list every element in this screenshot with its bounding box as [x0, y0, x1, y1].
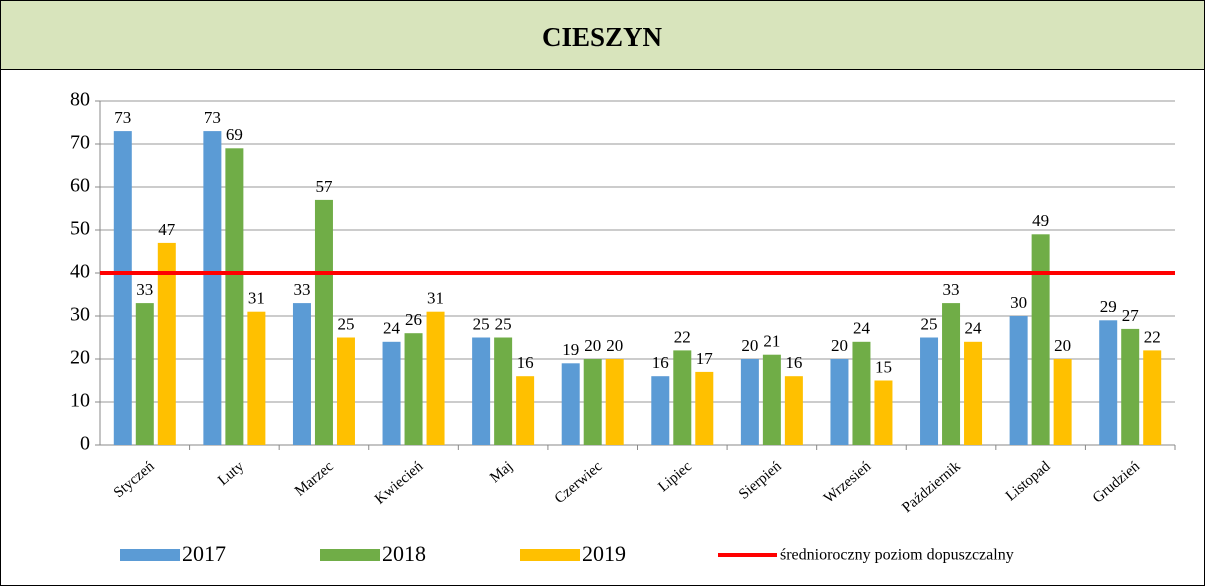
legend-label: średnioroczny poziom dopuszczalny — [780, 547, 1014, 564]
data-label: 31 — [248, 289, 265, 308]
legend-label: 2018 — [382, 541, 426, 566]
bar — [561, 363, 580, 445]
data-label: 20 — [1054, 336, 1071, 355]
data-label: 29 — [1100, 297, 1117, 316]
bar — [1053, 359, 1072, 445]
data-label: 25 — [473, 314, 490, 333]
bar — [1143, 350, 1162, 445]
bar — [830, 359, 849, 445]
bar — [874, 380, 893, 445]
legend-swatch — [120, 549, 180, 561]
bar — [157, 242, 176, 445]
y-tick-label: 50 — [70, 218, 90, 240]
bar — [695, 371, 714, 445]
bar — [203, 131, 222, 445]
legend-label: 2017 — [182, 541, 226, 566]
data-label: 20 — [741, 336, 758, 355]
bar — [292, 303, 311, 445]
data-label: 73 — [114, 108, 131, 127]
data-label: 15 — [875, 357, 892, 376]
bar — [1099, 320, 1118, 445]
data-label: 16 — [785, 353, 802, 372]
bar — [1009, 316, 1028, 445]
bar — [247, 311, 266, 445]
data-label: 20 — [606, 336, 623, 355]
bar — [583, 359, 602, 445]
data-label: 20 — [831, 336, 848, 355]
bar — [852, 341, 871, 445]
y-tick-label: 0 — [80, 433, 90, 455]
bar — [1031, 234, 1050, 445]
data-label: 21 — [763, 332, 780, 351]
bar — [404, 333, 423, 445]
y-tick-label: 40 — [70, 261, 90, 283]
data-label: 25 — [495, 314, 512, 333]
legend-swatch — [320, 549, 380, 561]
bar — [336, 337, 355, 445]
bar — [135, 303, 154, 445]
bar — [113, 131, 132, 445]
bar — [784, 376, 803, 445]
data-label: 49 — [1032, 211, 1049, 230]
y-tick-label: 70 — [70, 132, 90, 154]
data-label: 19 — [562, 340, 579, 359]
data-label: 33 — [136, 280, 153, 299]
bar — [494, 337, 513, 445]
bar — [314, 199, 333, 445]
data-label: 31 — [427, 289, 444, 308]
bar — [673, 350, 692, 445]
bar — [942, 303, 961, 445]
data-label: 30 — [1010, 293, 1027, 312]
bar — [225, 148, 244, 446]
bar — [472, 337, 491, 445]
bar — [740, 359, 759, 445]
data-label: 24 — [383, 319, 401, 338]
bar — [964, 341, 983, 445]
chart-title: CIESZYN — [542, 22, 663, 52]
data-label: 57 — [315, 177, 333, 196]
data-label: 33 — [293, 280, 310, 299]
bar — [1121, 328, 1140, 445]
data-label: 47 — [158, 220, 176, 239]
y-tick-label: 10 — [70, 390, 90, 412]
legend-swatch — [520, 549, 580, 561]
data-label: 24 — [965, 319, 983, 338]
data-label: 24 — [853, 319, 871, 338]
data-label: 22 — [1144, 327, 1161, 346]
bar — [426, 311, 445, 445]
data-label: 22 — [674, 327, 691, 346]
bar — [605, 359, 624, 445]
y-tick-label: 60 — [70, 175, 90, 197]
data-label: 25 — [921, 314, 938, 333]
bar — [920, 337, 939, 445]
data-label: 69 — [226, 125, 243, 144]
legend-label: 2019 — [582, 541, 626, 566]
data-label: 73 — [204, 108, 221, 127]
bar — [762, 354, 781, 445]
y-tick-label: 80 — [70, 89, 90, 111]
y-tick-label: 20 — [70, 347, 90, 369]
data-label: 25 — [337, 314, 354, 333]
bar — [651, 376, 670, 445]
data-label: 27 — [1122, 306, 1140, 325]
title-band — [0, 0, 1205, 70]
data-label: 20 — [584, 336, 601, 355]
data-label: 16 — [517, 353, 534, 372]
data-label: 33 — [943, 280, 960, 299]
bar — [382, 341, 401, 445]
data-label: 26 — [405, 310, 422, 329]
data-label: 16 — [652, 353, 669, 372]
bar — [516, 376, 535, 445]
y-tick-label: 30 — [70, 304, 90, 326]
data-label: 17 — [696, 349, 714, 368]
